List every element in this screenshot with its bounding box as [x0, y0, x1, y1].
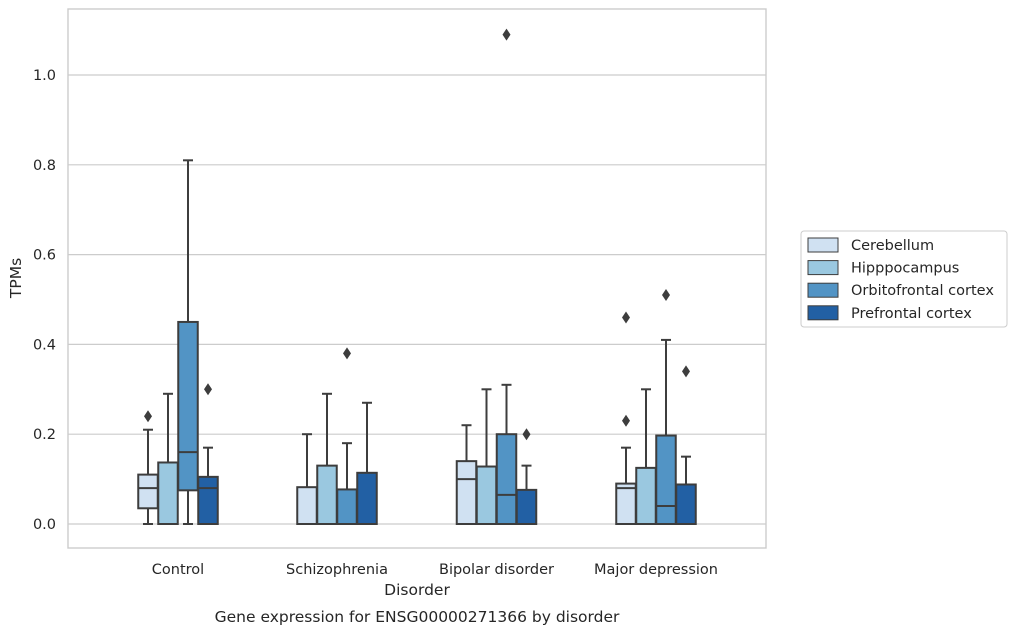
outlier-marker — [662, 289, 670, 302]
outlier-marker — [522, 428, 531, 441]
box-1-1 — [316, 392, 338, 526]
box-1-2 — [475, 388, 498, 526]
x-tick-label: Major depression — [594, 562, 718, 578]
x-tick-label: Control — [152, 562, 204, 578]
box-2-2 — [495, 28, 518, 526]
legend-frame — [800, 230, 1008, 328]
box-1-3 — [635, 388, 657, 525]
outlier-marker — [622, 414, 630, 427]
box-iqr — [675, 483, 697, 526]
y-tick-label: 1.0 — [33, 68, 56, 84]
legend-label: Hipppocampus — [851, 261, 959, 277]
plot-frame — [67, 8, 767, 549]
chart-title: Gene expression for ENSG00000271366 by d… — [215, 608, 620, 626]
box-iqr — [316, 464, 338, 526]
box-iqr — [177, 320, 199, 492]
box-iqr — [197, 475, 219, 526]
box-iqr — [655, 434, 677, 525]
y-tick-label: 0.2 — [33, 427, 56, 443]
legend-label: Cerebellum — [851, 238, 934, 254]
y-tick-label: 0.0 — [33, 517, 56, 533]
box-2-1 — [336, 347, 358, 525]
legend-label: Orbitofrontal cortex — [851, 283, 994, 299]
outlier-marker — [502, 28, 511, 41]
box-iqr — [455, 460, 478, 526]
outlier-marker — [622, 311, 630, 324]
legend-label: Prefrontal cortex — [851, 306, 972, 322]
x-tick-label: Bipolar disorder — [439, 562, 554, 578]
box-iqr — [615, 482, 637, 525]
y-tick-label: 0.4 — [33, 337, 56, 353]
box-0-1 — [296, 433, 318, 526]
box-1-0 — [157, 392, 179, 525]
outlier-marker — [144, 410, 152, 423]
outlier-marker — [682, 365, 690, 378]
y-axis-label: TPMs — [7, 258, 25, 299]
legend-swatch — [807, 305, 839, 321]
box-iqr — [635, 466, 657, 525]
box-0-3 — [615, 311, 637, 525]
outlier-marker — [204, 383, 212, 396]
box-iqr — [336, 488, 358, 525]
y-tick-label: 0.6 — [33, 248, 56, 264]
boxes-layer — [137, 28, 697, 526]
box-3-0 — [197, 383, 219, 526]
box-2-0 — [177, 159, 199, 525]
box-3-2 — [515, 428, 538, 526]
box-3-3 — [675, 365, 697, 526]
legend: Cerebellum Hipppocampus Orbitofrontal cort… — [800, 230, 1008, 328]
x-tick-labels: Control Schizophrenia Bipolar disorder Majo… — [152, 562, 718, 578]
y-tick-labels: 0.0 0.2 0.4 0.6 0.8 1.0 — [33, 68, 56, 533]
box-3-1 — [356, 401, 378, 525]
box-0-2 — [455, 424, 478, 526]
legend-swatch — [807, 237, 839, 253]
x-tick-label: Schizophrenia — [286, 562, 388, 578]
box-iqr — [137, 473, 159, 510]
box-iqr — [296, 486, 318, 526]
box-iqr — [356, 471, 378, 525]
legend-swatch — [807, 282, 839, 298]
x-axis-label: Disorder — [384, 581, 450, 599]
legend-swatch — [807, 260, 839, 276]
box-iqr — [495, 433, 518, 526]
box-iqr — [157, 461, 179, 525]
y-tick-label: 0.8 — [33, 158, 56, 174]
outlier-marker — [343, 347, 351, 360]
box-iqr — [515, 488, 538, 526]
box-0-0 — [137, 410, 159, 525]
box-iqr — [475, 465, 498, 526]
box-2-3 — [655, 289, 677, 525]
